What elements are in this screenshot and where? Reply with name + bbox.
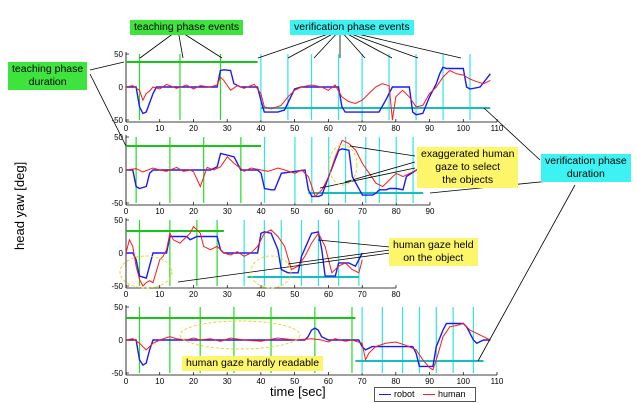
- x-tick-label: 80: [391, 124, 400, 133]
- x-tick-label: 70: [358, 377, 367, 386]
- robot-series-line: [126, 231, 363, 279]
- annotation-arrow: [344, 161, 416, 183]
- x-tick-label: 50: [290, 124, 299, 133]
- x-tick-label: 100: [457, 124, 471, 133]
- x-tick-label: 0: [124, 377, 129, 386]
- x-tick-label: 10: [155, 207, 164, 216]
- verification-events-label: verification phase events: [290, 20, 414, 35]
- x-tick-label: 30: [223, 124, 232, 133]
- human-series-line: [125, 225, 363, 287]
- verification-duration-label: verification phase duration: [541, 154, 631, 182]
- y-tick-label: 0: [119, 336, 124, 345]
- human-series-line: [125, 69, 491, 121]
- y-axis-label: head yaw [deg]: [12, 161, 27, 250]
- annotation-arrow: [349, 145, 416, 157]
- highlight-ellipse: [250, 255, 292, 289]
- x-tick-label: 0: [124, 290, 129, 299]
- human-series-line: [125, 322, 491, 371]
- x-tick-label: 60: [324, 377, 333, 386]
- teaching-events-label: teaching phase events: [130, 20, 244, 35]
- x-tick-label: 90: [426, 207, 435, 216]
- hardly-readable-label: human gaze hardly readable: [182, 356, 324, 371]
- teaching-duration-label: teaching phase duration: [8, 62, 88, 90]
- x-tick-label: 20: [189, 290, 198, 299]
- x-tick-label: 80: [391, 377, 400, 386]
- x-tick-label: 40: [257, 290, 266, 299]
- x-tick-label: 50: [290, 290, 299, 299]
- y-tick-label: -50: [111, 369, 123, 378]
- y-tick-label: -50: [111, 116, 123, 125]
- x-tick-label: 0: [124, 124, 129, 133]
- x-tick-label: 20: [189, 124, 198, 133]
- x-tick-label: 110: [491, 377, 504, 386]
- gaze-held-label: human gaze held on the object: [389, 238, 478, 266]
- legend-human-label: human: [438, 389, 466, 399]
- legend: robot human: [374, 387, 476, 402]
- x-axis-label: time [sec]: [270, 384, 326, 399]
- human-series-line: [125, 139, 424, 198]
- x-tick-label: 60: [324, 290, 333, 299]
- exaggerated-gaze-label: exaggerated human gaze to select the obj…: [417, 147, 519, 188]
- y-tick-label: 50: [114, 216, 123, 225]
- x-tick-label: 50: [290, 377, 299, 386]
- x-tick-label: 90: [425, 124, 434, 133]
- x-tick-label: 20: [189, 207, 198, 216]
- x-tick-label: 80: [392, 207, 401, 216]
- annotation-arrow: [177, 252, 391, 283]
- x-tick-label: 70: [358, 290, 367, 299]
- x-tick-label: 40: [256, 377, 265, 386]
- highlight-ellipse: [119, 255, 173, 289]
- y-tick-label: 0: [119, 249, 124, 258]
- legend-robot-label: robot: [394, 389, 415, 399]
- x-tick-label: 30: [223, 207, 232, 216]
- x-tick-label: 0: [124, 207, 129, 216]
- x-tick-label: 70: [358, 124, 367, 133]
- x-tick-label: 30: [223, 377, 232, 386]
- annotation-arrow: [89, 61, 125, 71]
- highlight-ellipse: [179, 320, 301, 350]
- annotation-arrow: [319, 167, 416, 189]
- y-tick-label: -50: [111, 282, 123, 291]
- x-tick-label: 40: [257, 207, 266, 216]
- annotation-arrow: [477, 184, 576, 362]
- x-tick-label: 60: [324, 124, 333, 133]
- y-tick-label: 50: [114, 133, 123, 142]
- x-tick-label: 80: [392, 290, 401, 299]
- x-tick-label: 60: [324, 207, 333, 216]
- x-tick-label: 50: [290, 207, 299, 216]
- x-tick-label: 10: [155, 377, 164, 386]
- y-tick-label: 0: [119, 166, 124, 175]
- x-tick-label: 90: [425, 377, 434, 386]
- x-tick-label: 100: [457, 377, 471, 386]
- annotation-arrow: [483, 107, 541, 161]
- y-tick-label: 0: [119, 83, 124, 92]
- robot-series-line: [126, 322, 491, 368]
- x-tick-label: 10: [155, 124, 164, 133]
- x-tick-label: 40: [256, 124, 265, 133]
- legend-robot-line: [379, 394, 391, 395]
- y-tick-label: 50: [114, 50, 123, 59]
- y-tick-label: 50: [114, 303, 123, 312]
- robot-series-line: [126, 148, 424, 198]
- x-tick-label: 10: [155, 290, 164, 299]
- x-tick-label: 110: [491, 124, 504, 133]
- legend-human-line: [423, 394, 435, 395]
- x-tick-label: 70: [358, 207, 367, 216]
- x-tick-label: 30: [223, 290, 232, 299]
- highlight-ellipse: [328, 144, 358, 186]
- annotation-arrow: [89, 73, 127, 147]
- annotation-arrow: [287, 249, 391, 265]
- annotation-arrow: [317, 239, 391, 248]
- y-tick-label: -50: [111, 199, 123, 208]
- x-tick-label: 20: [189, 377, 198, 386]
